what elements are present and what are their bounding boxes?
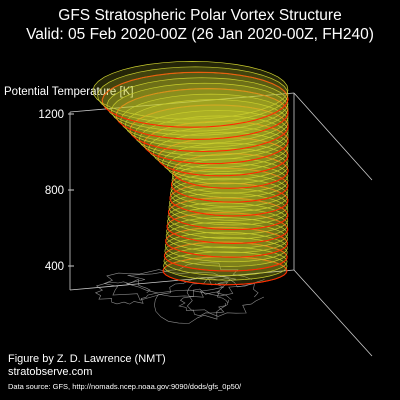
- chart-subtitle: Valid: 05 Feb 2020-00Z (26 Jan 2020-00Z,…: [26, 26, 374, 43]
- vortex-layer-fill-725: [169, 187, 289, 221]
- credit-site: stratobserve.com: [8, 366, 93, 378]
- z-tick-label-1200: 1200: [38, 109, 64, 121]
- vortex-layer-outline-825: [170, 167, 289, 203]
- axis-edge-1: [293, 92, 373, 181]
- coastline-2: [154, 276, 232, 324]
- vortex-layer-outline-375: [162, 256, 288, 286]
- credit-author: Figure by Z. D. Lawrence (NMT): [8, 353, 166, 365]
- vortex-layer-fill-1300: [97, 66, 289, 124]
- z-tick-label-800: 800: [45, 185, 64, 197]
- z-tick-label-400: 400: [45, 261, 64, 273]
- vortex-layer-fill-700: [168, 192, 289, 226]
- coastline-0: [178, 288, 229, 317]
- coastline-5: [186, 277, 265, 317]
- vortex-layer-fill-1325: [92, 61, 289, 120]
- z-ticks: 400 800 1200: [38, 109, 74, 273]
- vortex-layer-outline-900: [172, 153, 289, 189]
- axis-edge-2: [69, 269, 295, 291]
- chart-title: GFS Stratospheric Polar Vortex Structure: [58, 7, 342, 24]
- z-axis-label: Potential Temperature [K]: [4, 86, 134, 98]
- vortex-layer-outline-750: [169, 182, 289, 217]
- credit-source: Data source: GFS, http://nomads.ncep.noa…: [8, 382, 242, 391]
- vortex-layer-outline-675: [167, 197, 289, 231]
- vortex-isosurface: [92, 61, 289, 286]
- vortex-layer-fill-1250: [106, 77, 289, 132]
- vortex-layer-fill-1150: [125, 99, 289, 148]
- coastline-3: [126, 261, 265, 297]
- axis-edge-3: [293, 269, 373, 357]
- vortex-layer-outline-1275: [101, 71, 289, 128]
- vortex-layer-fill-800: [170, 172, 289, 208]
- coastline-4: [94, 278, 159, 305]
- vortex-layer-outline-1200: [115, 88, 289, 140]
- vortex-layer-outline-1125: [129, 104, 289, 153]
- vortex-layer-outline-450: [163, 241, 288, 272]
